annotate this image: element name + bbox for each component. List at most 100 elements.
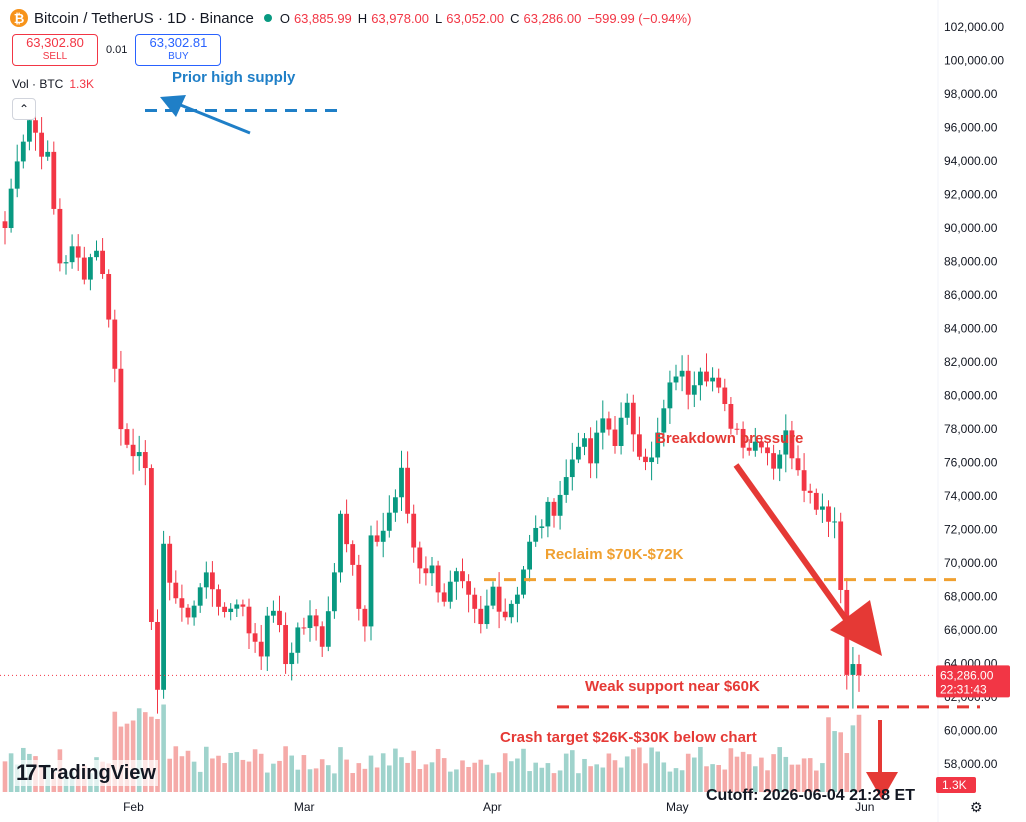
volume-bar bbox=[380, 753, 386, 792]
candle-body bbox=[33, 120, 38, 133]
candle-body bbox=[173, 582, 179, 599]
volume-bar bbox=[771, 754, 776, 792]
volume-bar bbox=[734, 756, 740, 792]
volume-bar bbox=[551, 773, 557, 792]
candle-body bbox=[246, 606, 252, 634]
y-tick-label: 94,000.00 bbox=[944, 154, 998, 168]
candle-body bbox=[600, 418, 606, 433]
volume-bar bbox=[746, 754, 752, 792]
volume-bar bbox=[136, 708, 142, 792]
market-open-icon bbox=[263, 14, 272, 22]
y-tick-label: 100,000.00 bbox=[944, 53, 1004, 67]
candle-body bbox=[191, 605, 197, 618]
volume-bar bbox=[631, 749, 636, 792]
volume-bar bbox=[197, 771, 203, 792]
volume-bar bbox=[191, 761, 197, 792]
sell-button[interactable]: 63,302.80 SELL bbox=[12, 34, 98, 66]
tradingview-logo[interactable]: 17 TradingView bbox=[14, 760, 158, 786]
candle-body bbox=[765, 447, 770, 454]
volume-bar bbox=[606, 753, 612, 792]
candle-body bbox=[630, 402, 636, 435]
candle-body bbox=[368, 535, 374, 627]
candle-body bbox=[344, 513, 349, 545]
volume-bar bbox=[624, 756, 630, 792]
gear-icon[interactable]: ⚙ bbox=[970, 799, 983, 815]
volume-bar bbox=[387, 765, 392, 792]
candle-body bbox=[88, 257, 93, 280]
volume-bar bbox=[728, 748, 734, 792]
candle-body bbox=[399, 467, 404, 498]
y-tick-label: 90,000.00 bbox=[944, 221, 998, 235]
candle-body bbox=[838, 521, 844, 590]
candle-body bbox=[149, 468, 154, 622]
candle-body bbox=[216, 589, 221, 607]
volume-bar bbox=[814, 770, 819, 792]
volume-bar bbox=[716, 765, 721, 792]
candle-body bbox=[801, 470, 807, 491]
candle-body bbox=[240, 604, 246, 607]
volume-bar bbox=[765, 770, 770, 792]
volume-bar bbox=[759, 757, 764, 792]
candle-body bbox=[325, 611, 331, 647]
sell-label: SELL bbox=[42, 51, 68, 62]
volume-bar bbox=[435, 748, 441, 792]
candle-body bbox=[820, 506, 825, 510]
candle-body bbox=[197, 587, 203, 606]
volume-bar bbox=[118, 726, 124, 792]
candle-body bbox=[167, 543, 173, 583]
volume-bar bbox=[222, 763, 227, 792]
candle-body bbox=[624, 402, 630, 418]
ohlc-value: 63,978.00 bbox=[371, 10, 430, 26]
y-tick-label: 92,000.00 bbox=[944, 187, 998, 201]
candle-body bbox=[527, 541, 532, 570]
candle-body bbox=[826, 506, 831, 522]
candle-body bbox=[521, 569, 526, 595]
candle-body bbox=[332, 572, 337, 612]
symbol-title[interactable]: Bitcoin / TetherUS · 1D · Binance bbox=[34, 9, 254, 27]
volume-bar bbox=[130, 720, 136, 792]
candle-body bbox=[569, 459, 575, 478]
volume-bar bbox=[478, 759, 484, 792]
candle-body bbox=[856, 664, 862, 676]
prior-high-supply-label: Prior high supply bbox=[172, 69, 296, 86]
volume-bar bbox=[234, 752, 240, 792]
volume-bar bbox=[685, 753, 691, 792]
ohlc-value: 63,052.00 bbox=[446, 10, 505, 26]
x-tick-label: Mar bbox=[294, 800, 315, 814]
volume-bar bbox=[740, 751, 746, 792]
candle-body bbox=[441, 592, 447, 602]
volume-bar bbox=[265, 772, 270, 792]
candle-body bbox=[539, 526, 545, 528]
ohlc-value: −599.99 (−0.94%) bbox=[587, 10, 692, 26]
candle-body bbox=[582, 438, 587, 447]
candle-body bbox=[612, 429, 618, 446]
volume-legend[interactable]: Vol · BTC 1.3K bbox=[12, 77, 94, 91]
buy-label: BUY bbox=[168, 51, 189, 62]
collapse-legend-button[interactable]: ⌃ bbox=[12, 98, 36, 120]
x-tick-label: Feb bbox=[123, 800, 144, 814]
volume-bar bbox=[301, 755, 307, 792]
crash-arrow-head bbox=[866, 772, 898, 800]
candle-body bbox=[795, 458, 801, 471]
volume-bar bbox=[332, 773, 337, 792]
candle-body bbox=[478, 608, 484, 625]
candle-body bbox=[759, 441, 764, 448]
volume-bar bbox=[856, 714, 862, 792]
candle-body bbox=[295, 627, 301, 653]
ohlc-values: O 63,885.99 H 63,978.00 L 63,052.00 C 63,286.00… bbox=[280, 11, 694, 26]
y-tick-label: 82,000.00 bbox=[944, 355, 998, 369]
volume-bar bbox=[338, 747, 343, 792]
candle-body bbox=[319, 626, 325, 647]
volume-bar bbox=[496, 772, 502, 792]
candle-body bbox=[405, 467, 410, 514]
volume-bar bbox=[838, 732, 843, 792]
volume-bar bbox=[594, 764, 599, 792]
volume-bar bbox=[411, 750, 416, 792]
candle-body bbox=[8, 188, 14, 229]
x-tick-label: May bbox=[666, 800, 689, 814]
buy-button[interactable]: 63,302.81 BUY bbox=[135, 34, 222, 66]
candle-body bbox=[411, 513, 417, 548]
candle-body bbox=[210, 572, 215, 590]
